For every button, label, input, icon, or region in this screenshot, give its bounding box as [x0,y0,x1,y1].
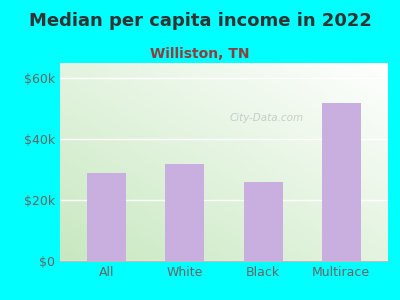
Bar [166,164,204,261]
Text: Median per capita income in 2022: Median per capita income in 2022 [28,12,372,30]
Bar [322,103,361,261]
Text: City-Data.com: City-Data.com [230,113,304,123]
Text: Williston, TN: Williston, TN [150,46,250,61]
Bar [244,182,282,261]
Bar [87,173,126,261]
